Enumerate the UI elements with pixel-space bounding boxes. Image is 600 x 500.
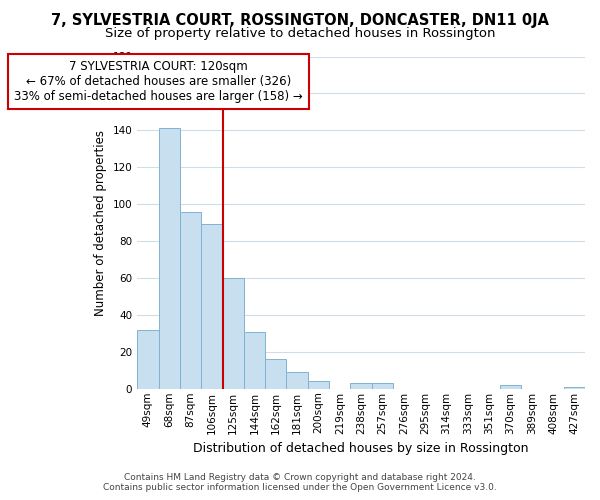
Bar	[180, 212, 201, 389]
Text: Contains HM Land Registry data © Crown copyright and database right 2024.
Contai: Contains HM Land Registry data © Crown c…	[103, 473, 497, 492]
Bar	[158, 128, 180, 389]
Bar	[265, 359, 286, 389]
Bar	[201, 224, 223, 389]
Bar	[350, 383, 372, 389]
Bar	[223, 278, 244, 389]
Bar	[308, 382, 329, 389]
Bar	[563, 387, 585, 389]
Y-axis label: Number of detached properties: Number of detached properties	[94, 130, 107, 316]
Bar	[500, 385, 521, 389]
X-axis label: Distribution of detached houses by size in Rossington: Distribution of detached houses by size …	[193, 442, 529, 455]
Text: 7, SYLVESTRIA COURT, ROSSINGTON, DONCASTER, DN11 0JA: 7, SYLVESTRIA COURT, ROSSINGTON, DONCAST…	[51, 12, 549, 28]
Text: Size of property relative to detached houses in Rossington: Size of property relative to detached ho…	[105, 28, 495, 40]
Bar	[244, 332, 265, 389]
Text: 7 SYLVESTRIA COURT: 120sqm
← 67% of detached houses are smaller (326)
33% of sem: 7 SYLVESTRIA COURT: 120sqm ← 67% of deta…	[14, 60, 303, 103]
Bar	[372, 383, 393, 389]
Bar	[286, 372, 308, 389]
Bar	[137, 330, 158, 389]
